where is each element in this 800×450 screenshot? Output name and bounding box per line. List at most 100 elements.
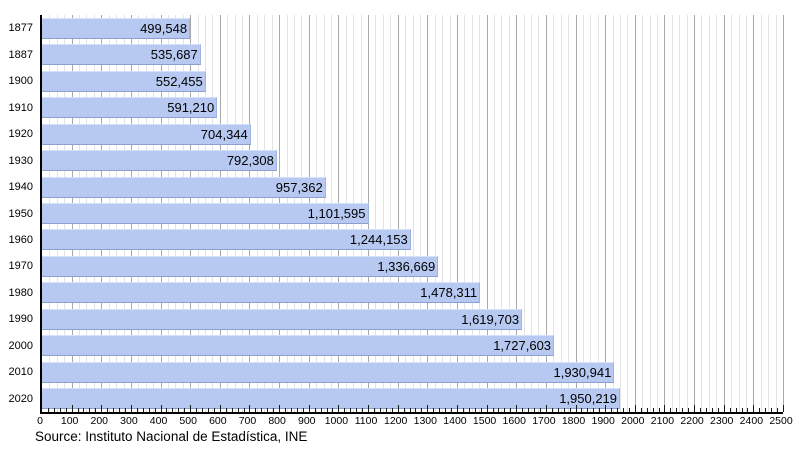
axis-tick-minor xyxy=(362,408,364,412)
bar-value-label: 1,930,941 xyxy=(553,364,612,380)
axis-tick-minor xyxy=(231,408,233,412)
axis-tick-minor xyxy=(445,408,447,412)
axis-tick-minor xyxy=(433,408,435,412)
gridline-minor xyxy=(590,15,592,412)
x-axis-tick-label: 300 xyxy=(120,415,138,427)
gridline-major xyxy=(575,15,577,412)
axis-tick-minor xyxy=(611,408,613,412)
bar-row-1950: 1,101,595 xyxy=(42,200,783,226)
axis-tick-minor xyxy=(587,408,589,412)
y-axis-labels: 1877 1887 1900 1910 1920 1930 1940 1950 1960 1970… xyxy=(0,15,33,412)
x-axis-tick-label: 900 xyxy=(297,415,316,427)
gridline-minor xyxy=(582,15,584,412)
bar-1940: 957,362 xyxy=(42,176,326,198)
bar-value-label: 1,727,603 xyxy=(493,338,552,354)
axis-tick-minor xyxy=(302,408,304,412)
axis-tick-minor xyxy=(154,408,156,412)
bar-value-label: 957,362 xyxy=(275,179,323,195)
axis-tick-major xyxy=(575,405,577,412)
gridline-major xyxy=(634,15,636,412)
bar-1970: 1,336,669 xyxy=(42,255,439,277)
gridline-major xyxy=(664,15,666,412)
bar-row-1900: 552,455 xyxy=(42,68,783,94)
gridline-minor xyxy=(708,15,710,412)
axis-tick-major xyxy=(368,405,370,412)
x-axis-tick-label: 2200 xyxy=(680,415,704,427)
bar-value-label: 1,336,669 xyxy=(377,258,436,274)
gridline-major xyxy=(783,15,784,412)
bar-row-1877: 499,548 xyxy=(42,15,783,41)
bar-row-1940: 957,362 xyxy=(42,174,783,200)
axis-tick-minor xyxy=(225,408,227,412)
axis-tick-minor xyxy=(344,408,346,412)
y-axis-label-1950: 1950 xyxy=(8,207,33,220)
axis-tick-minor xyxy=(237,408,239,412)
axis-tick-minor xyxy=(255,408,257,412)
gridline-minor xyxy=(390,15,392,412)
axis-tick-minor xyxy=(539,408,541,412)
axis-tick-minor xyxy=(119,408,121,412)
axis-tick-minor xyxy=(658,408,660,412)
y-axis-label-1930: 1930 xyxy=(8,154,33,167)
axis-tick-minor xyxy=(735,408,737,412)
gridline-major xyxy=(605,15,607,412)
gridline-major xyxy=(516,15,518,412)
axis-tick-minor xyxy=(53,408,55,412)
axis-tick-major xyxy=(486,405,488,412)
x-axis-tick-label: 600 xyxy=(209,415,227,427)
axis-tick-minor xyxy=(356,408,358,412)
gridline-minor xyxy=(731,15,733,412)
axis-tick-minor xyxy=(172,408,174,412)
x-axis-labels: 0 100 200 300 400 500 600 700 800 900 1000 1100 1200… xyxy=(37,415,793,429)
gridline-major xyxy=(427,15,429,412)
axis-tick-minor xyxy=(617,408,619,412)
gridline-minor xyxy=(471,15,473,412)
bar-row-1910: 591,210 xyxy=(42,94,783,120)
axis-tick-minor xyxy=(113,408,115,412)
x-axis-tick-label: 1000 xyxy=(324,415,349,427)
x-axis-tick-label: 500 xyxy=(179,415,197,427)
axis-tick-minor xyxy=(468,408,470,412)
axis-tick-minor xyxy=(563,408,565,412)
bar-row-1990: 1,619,703 xyxy=(42,306,783,332)
gridline-minor xyxy=(649,15,651,412)
gridline-major xyxy=(694,15,696,412)
gridline-minor xyxy=(523,15,525,412)
gridline-minor xyxy=(553,15,555,412)
axis-tick-minor xyxy=(581,408,583,412)
axis-tick-minor xyxy=(166,408,168,412)
x-axis-tick-label: 1300 xyxy=(413,415,437,427)
axis-tick-minor xyxy=(451,408,453,412)
axis-tick-minor xyxy=(83,408,85,412)
axis-tick-minor xyxy=(136,408,138,412)
gridline-minor xyxy=(768,15,770,412)
bar-value-label: 591,210 xyxy=(167,100,215,116)
y-axis-label-2010: 2010 xyxy=(8,366,33,379)
bar-row-2020: 1,950,219 xyxy=(42,386,783,412)
source-note: Source: Instituto Nacional de Estadístic… xyxy=(35,429,308,444)
gridline-major xyxy=(456,15,458,412)
axis-tick-minor xyxy=(409,408,411,412)
axis-tick-minor xyxy=(243,408,245,412)
axis-tick-minor xyxy=(676,408,678,412)
axis-tick-major xyxy=(427,405,429,412)
bar-row-1970: 1,336,669 xyxy=(42,253,783,279)
x-axis-tick-label: 1700 xyxy=(532,415,556,427)
axis-tick-minor xyxy=(741,408,743,412)
axis-tick-major xyxy=(279,405,281,412)
bar-1920: 704,344 xyxy=(42,123,251,145)
y-axis-label-1910: 1910 xyxy=(8,101,33,114)
bar-1930: 792,308 xyxy=(42,150,277,172)
axis-tick-minor xyxy=(474,408,476,412)
axis-tick-minor xyxy=(285,408,287,412)
axis-tick-major xyxy=(664,405,666,412)
bar-row-1930: 792,308 xyxy=(42,147,783,173)
gridline-minor xyxy=(538,15,540,412)
x-axis-tick-label: 400 xyxy=(149,415,168,427)
bar-value-label: 1,950,219 xyxy=(559,391,618,407)
gridline-minor xyxy=(627,15,629,412)
bar-value-label: 1,244,153 xyxy=(349,232,408,248)
x-axis-tick-label: 100 xyxy=(60,415,79,427)
gridline-minor xyxy=(716,15,718,412)
axis-tick-minor xyxy=(296,408,298,412)
